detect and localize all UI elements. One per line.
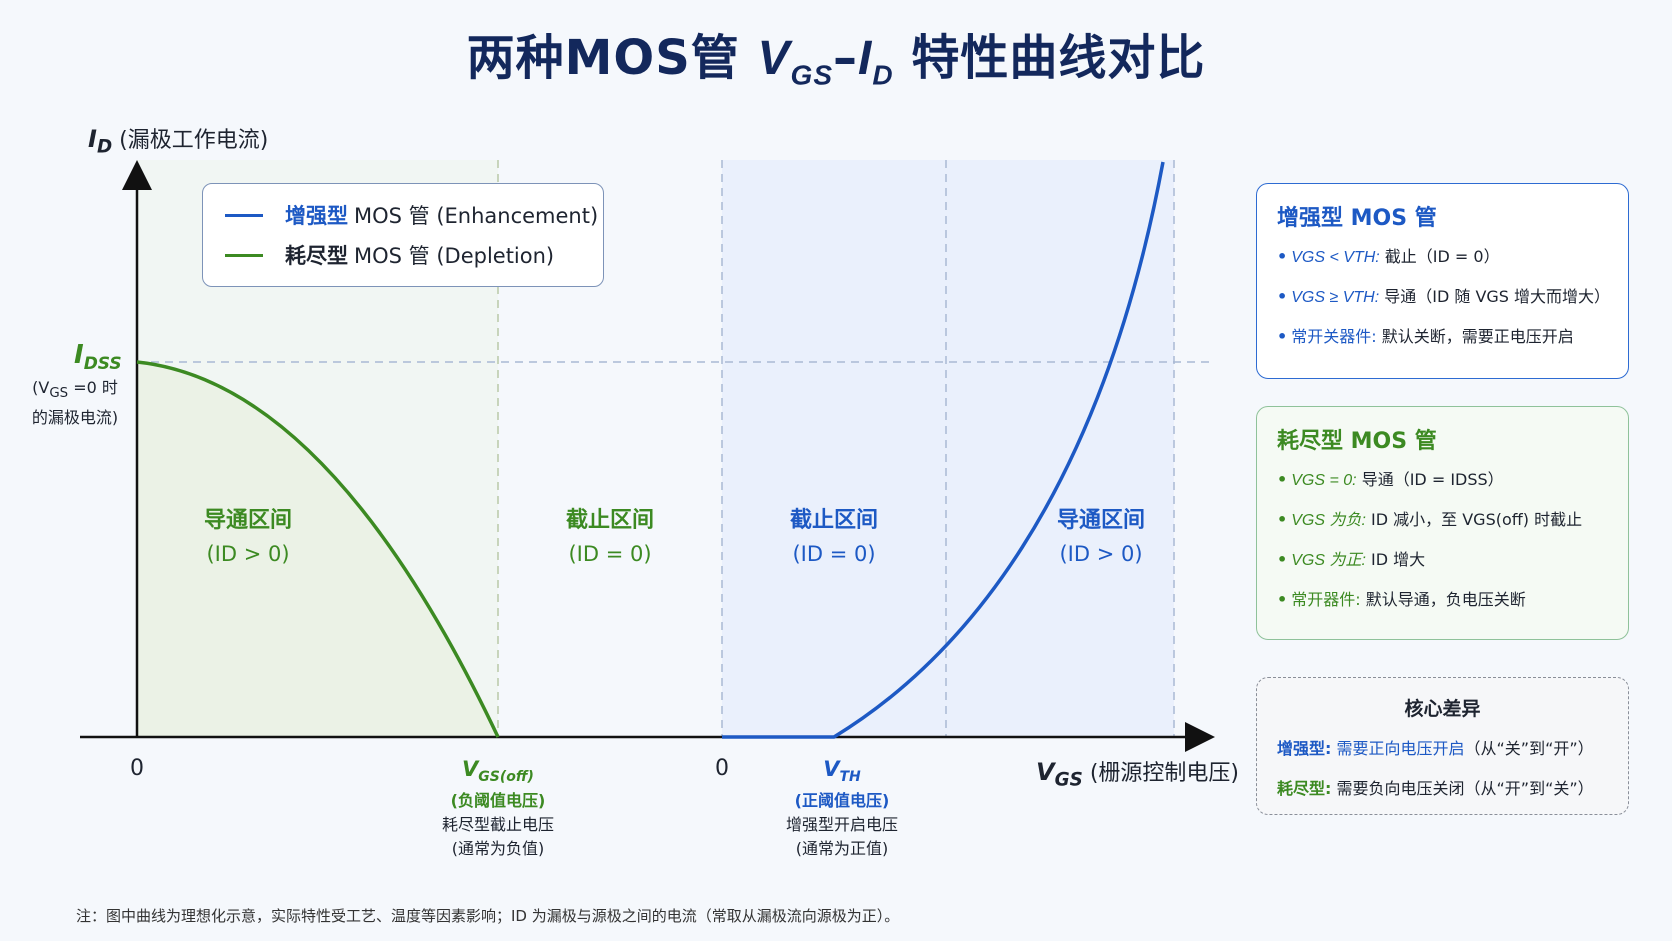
difference-card: 核心差异 增强型: 需要正向电压开启（从“关”到“开”） 耗尽型: 需要负向电压… bbox=[1256, 677, 1629, 815]
enhancement-card: 增强型 MOS 管 • VGS < VTH: 截止（ID = 0） • VGS ≥ … bbox=[1256, 183, 1629, 379]
enh-item: • 常开关器件: 默认关断，需要正电压开启 bbox=[1277, 327, 1574, 346]
dep-item: • VGS 为负: ID 减小，至 VGS(off) 时截止 bbox=[1277, 510, 1583, 529]
x-zero-right: 0 bbox=[715, 756, 729, 781]
region-enh-on: 导通区间 (ID > 0) bbox=[1056, 508, 1145, 566]
enh-item: • VGS ≥ VTH: 导通（ID 随 VGS 增大而增大） bbox=[1277, 287, 1611, 306]
region-dep-off: 截止区间 (ID = 0) bbox=[565, 508, 654, 566]
footnote: 注：图中曲线为理想化示意，实际特性受工艺、温度等因素影响；ID 为漏极与源极之间… bbox=[76, 907, 900, 925]
x-axis-label: VGS (栅源控制电压) bbox=[1036, 758, 1239, 791]
y-axis-label: ID (漏极工作电流) bbox=[88, 125, 269, 158]
enh-item: • VGS < VTH: 截止（ID = 0） bbox=[1277, 247, 1500, 266]
legend-item-depletion: 耗尽型 MOS 管 (Depletion) bbox=[225, 240, 554, 270]
diff-enh-row: 增强型: 需要正向电压开启（从“关”到“开”） bbox=[1277, 739, 1594, 758]
legend: 增强型 MOS 管 (Enhancement) 耗尽型 MOS 管 (Deple… bbox=[202, 183, 604, 287]
legend-item-enhancement: 增强型 MOS 管 (Enhancement) bbox=[225, 200, 598, 230]
vth-label: VTH (正阈值电压) 增强型开启电压 (通常为正值) bbox=[785, 757, 898, 859]
dep-item: • VGS = 0: 导通（ID = IDSS） bbox=[1277, 470, 1504, 489]
depletion-legend-swatch bbox=[225, 253, 263, 257]
page-title: 两种MOS管 VGS–ID 特性曲线对比 bbox=[466, 30, 1206, 91]
difference-card-title: 核心差异 bbox=[1404, 698, 1481, 720]
depletion-card-title: 耗尽型 MOS 管 bbox=[1277, 429, 1437, 454]
dep-item: • 常开器件: 默认导通，负电压关断 bbox=[1277, 590, 1526, 609]
enhancement-curve bbox=[722, 161, 1165, 739]
region-dep-on: 导通区间 (ID > 0) bbox=[203, 508, 292, 566]
x-zero-left: 0 bbox=[130, 756, 144, 781]
vgs-off-label: VGS(off) (负阈值电压) 耗尽型截止电压 (通常为负值) bbox=[441, 757, 554, 859]
enhancement-panel-shade bbox=[722, 160, 1174, 737]
region-enh-off: 截止区间 (ID = 0) bbox=[789, 508, 878, 566]
enhancement-card-title: 增强型 MOS 管 bbox=[1277, 206, 1437, 231]
idss-label: IDSS bbox=[74, 340, 122, 375]
diff-dep-row: 耗尽型: 需要负向电压关闭（从“开”到“关”） bbox=[1277, 779, 1594, 798]
depletion-card: 耗尽型 MOS 管 • VGS = 0: 导通（ID = IDSS） • VGS 为… bbox=[1256, 406, 1629, 640]
enhancement-legend-swatch bbox=[225, 213, 263, 217]
dep-item: • VGS 为正: ID 增大 bbox=[1277, 550, 1426, 569]
idss-note: (VGS =0 时 的漏极电流) bbox=[31, 378, 119, 428]
depletion-curve bbox=[136, 360, 500, 738]
